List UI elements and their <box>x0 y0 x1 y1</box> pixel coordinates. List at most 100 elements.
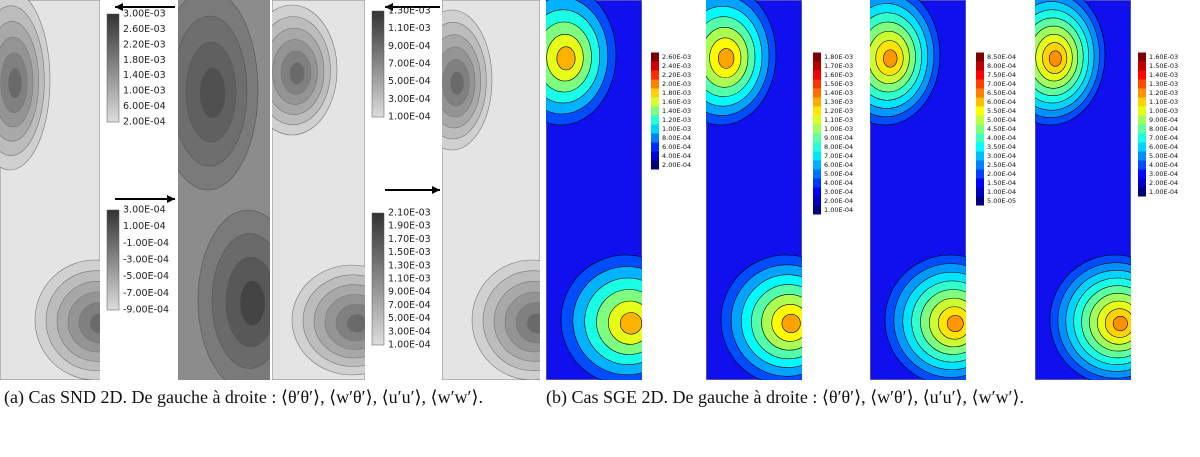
colorbar-swatch <box>1138 151 1146 161</box>
colorbar-swatch <box>651 160 659 170</box>
colorbar-label: 2.00E-04 <box>824 197 853 205</box>
arrow-head <box>432 186 440 194</box>
colorbar-swatch <box>651 142 659 152</box>
contour-plot <box>178 0 270 380</box>
colorbar-label: 1.00E-04 <box>824 206 853 214</box>
contour <box>781 313 801 334</box>
contour <box>556 46 576 71</box>
colorbar-swatch <box>976 178 984 188</box>
colorbar-label: 1.70E-03 <box>824 62 853 70</box>
colorbar-label: 5.00E-04 <box>987 116 1016 124</box>
colorbar-swatch <box>813 106 821 116</box>
colorbar-label: 1.90E-03 <box>388 221 431 232</box>
colorbar-label: 2.20E-03 <box>123 39 166 50</box>
colorbar-label: 8.00E-04 <box>1149 125 1178 133</box>
colorbar-label: 1.60E-03 <box>662 98 691 106</box>
colorbar-swatch <box>976 61 984 71</box>
colorbar-swatch <box>1138 124 1146 134</box>
colorbar-swatch <box>1138 160 1146 170</box>
contour <box>1048 50 1062 67</box>
colorbar-swatch <box>651 61 659 71</box>
colorbar-label: 6.00E-04 <box>987 98 1016 106</box>
contour <box>199 67 226 119</box>
colorbar-swatch <box>813 115 821 125</box>
colorbar-label: 2.00E-03 <box>662 80 691 88</box>
colorbar-label: 1.40E-03 <box>123 70 166 81</box>
colorbar-label: 1.30E-03 <box>388 6 431 17</box>
colorbar <box>106 209 120 311</box>
colorbar-swatch <box>813 70 821 80</box>
colorbar-label: 1.00E-03 <box>1149 107 1178 115</box>
colorbar-label: 1.80E-03 <box>824 53 853 61</box>
colorbar-swatch <box>976 187 984 197</box>
contour-plot <box>546 0 642 380</box>
colorbar-swatch <box>651 79 659 89</box>
colorbar-label: 5.00E-04 <box>824 170 853 178</box>
colorbar-label: 4.00E-04 <box>1149 161 1178 169</box>
colorbar-label: 8.00E-04 <box>662 134 691 142</box>
colorbar-label: 1.00E-04 <box>123 221 166 232</box>
colorbar-label: 7.00E-04 <box>987 80 1016 88</box>
colorbar-label: -7.00E-04 <box>123 288 169 299</box>
colorbar-label: -5.00E-04 <box>123 271 169 282</box>
colorbar-label: 1.80E-03 <box>662 89 691 97</box>
colorbar-label: 4.00E-04 <box>824 179 853 187</box>
colorbar-label: 5.00E-04 <box>388 76 431 87</box>
colorbar-swatch <box>813 124 821 134</box>
colorbar-swatch <box>813 187 821 197</box>
contour <box>1112 316 1128 332</box>
colorbar-label: 5.00E-04 <box>1149 152 1178 160</box>
contour <box>526 313 540 334</box>
colorbar-swatch <box>651 70 659 80</box>
contour-plot <box>442 0 540 380</box>
colorbar-label: 3.00E-04 <box>388 94 431 105</box>
colorbar-label: 1.00E-04 <box>987 188 1016 196</box>
colorbar-label: 1.20E-03 <box>662 116 691 124</box>
colorbar-label: 1.50E-04 <box>987 179 1016 187</box>
contour <box>619 312 642 335</box>
colorbar-label: 1.80E-03 <box>123 55 166 66</box>
colorbar-swatch <box>813 52 821 62</box>
colorbar-swatch <box>1138 88 1146 98</box>
colorbar-swatch <box>651 88 659 98</box>
colorbar-label: 6.50E-04 <box>987 89 1016 97</box>
colorbar-label: 8.50E-04 <box>987 53 1016 61</box>
colorbar-label: 3.00E-04 <box>123 205 166 216</box>
colorbar-label: 7.00E-04 <box>388 300 431 311</box>
colorbar-label: 8.00E-04 <box>824 143 853 151</box>
contour <box>89 313 100 334</box>
colorbar-swatch <box>1138 115 1146 125</box>
colorbar-label: 1.30E-03 <box>1149 80 1178 88</box>
colorbar-label: 1.20E-03 <box>824 107 853 115</box>
colorbar-label: 1.00E-03 <box>662 125 691 133</box>
colorbar-label: -9.00E-04 <box>123 305 169 316</box>
colorbar-swatch <box>976 115 984 125</box>
colorbar-label: 3.50E-04 <box>987 143 1016 151</box>
colorbar-label: 2.10E-03 <box>388 208 431 219</box>
contour <box>883 49 898 68</box>
colorbar-swatch <box>651 52 659 62</box>
colorbar-label: 2.50E-04 <box>987 161 1016 169</box>
colorbar-label: 2.20E-03 <box>662 71 691 79</box>
contour <box>946 315 964 332</box>
colorbar-swatch <box>976 106 984 116</box>
colorbar-swatch <box>976 160 984 170</box>
colorbar-label: 4.00E-04 <box>987 134 1016 142</box>
colorbar-swatch <box>1138 106 1146 116</box>
colorbar-label: 3.00E-04 <box>1149 170 1178 178</box>
arrow-head <box>115 3 123 11</box>
colorbar-swatch <box>813 205 821 215</box>
colorbar-swatch <box>1138 133 1146 143</box>
colorbar-swatch <box>1138 61 1146 71</box>
colorbar-label: -3.00E-04 <box>123 255 169 266</box>
colorbar-label: 7.50E-04 <box>987 71 1016 79</box>
colorbar-label: 1.10E-03 <box>824 116 853 124</box>
colorbar-label: 2.60E-03 <box>123 24 166 35</box>
contour <box>450 71 464 96</box>
colorbar-swatch <box>813 178 821 188</box>
colorbar-swatch <box>976 142 984 152</box>
colorbar-label: 1.60E-03 <box>1149 53 1178 61</box>
colorbar-swatch <box>813 133 821 143</box>
figure: 3.00E-03 2.60E-03 2.20E-03 1.80E-03 1.40E-03… <box>0 0 1178 380</box>
colorbar-label: 1.00E-03 <box>123 86 166 97</box>
